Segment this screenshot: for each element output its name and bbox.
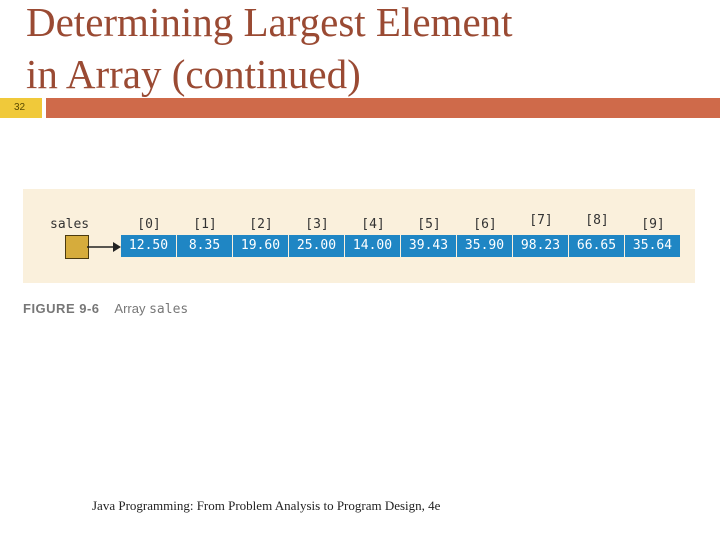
array-index-2: [2]	[249, 217, 273, 232]
figure-caption-text: Array	[114, 301, 146, 316]
array-cell-8: 66.65	[569, 235, 624, 257]
array-index-5: [5]	[417, 217, 441, 232]
array-cells: 12.50 8.35 19.60 25.00 14.00 39.43 35.90…	[121, 235, 681, 257]
array-index-7: [7]	[529, 213, 553, 228]
array-cell-3: 25.00	[289, 235, 344, 257]
array-cell-5: 39.43	[401, 235, 456, 257]
figure-caption-code: sales	[149, 302, 189, 317]
array-index-4: [4]	[361, 217, 385, 232]
array-index-3: [3]	[305, 217, 329, 232]
reference-arrow-icon	[87, 242, 121, 252]
array-variable-label: sales	[50, 217, 90, 232]
array-cell-9: 35.64	[625, 235, 680, 257]
title-rule	[46, 98, 720, 118]
reference-box	[65, 235, 89, 259]
array-index-8: [8]	[585, 213, 609, 228]
array-cell-7: 98.23	[513, 235, 568, 257]
array-cell-1: 8.35	[177, 235, 232, 257]
array-index-9: [9]	[641, 217, 665, 232]
footer-text: Java Programming: From Problem Analysis …	[92, 498, 441, 513]
figure-caption-label: FIGURE 9-6	[23, 301, 100, 316]
array-cell-6: 35.90	[457, 235, 512, 257]
slide-number: 32	[0, 98, 42, 118]
array-figure: sales [0] [1] [2] [3] [4] [5] [6] [7] [8…	[23, 189, 695, 283]
slide-title-line-2: in Array (continued)	[26, 51, 361, 97]
figure-caption: FIGURE 9-6 Array sales	[23, 301, 188, 317]
array-cell-4: 14.00	[345, 235, 400, 257]
array-cell-2: 19.60	[233, 235, 288, 257]
array-index-6: [6]	[473, 217, 497, 232]
slide-title: Determining Largest Element in Array (co…	[26, 0, 513, 100]
array-cell-0: 12.50	[121, 235, 176, 257]
array-index-0: [0]	[137, 217, 161, 232]
slide-title-line-1: Determining Largest Element	[26, 0, 513, 45]
array-index-1: [1]	[193, 217, 217, 232]
